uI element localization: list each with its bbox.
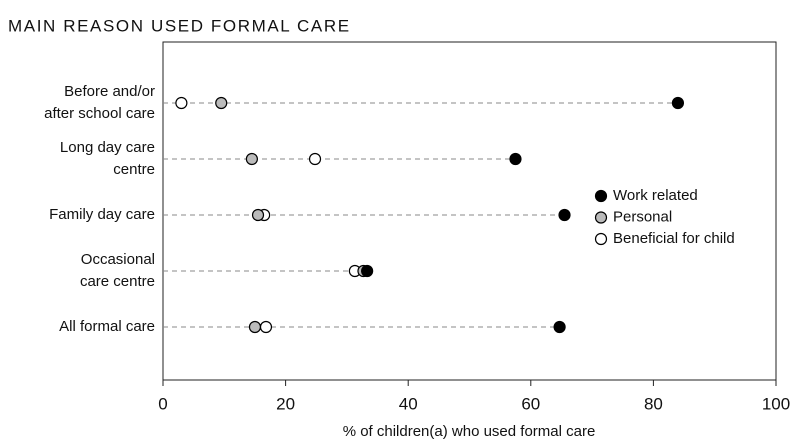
y-tick-label: Family day care xyxy=(49,206,155,223)
plot-frame xyxy=(162,41,777,381)
x-tick-label: 40 xyxy=(399,394,418,413)
dot xyxy=(175,96,188,110)
dot xyxy=(245,152,258,166)
legend-label: Work related xyxy=(613,187,698,204)
legend-marker xyxy=(594,189,608,203)
dot xyxy=(671,96,685,110)
dot xyxy=(259,320,273,334)
x-tick-label: 20 xyxy=(276,394,295,413)
dot xyxy=(248,320,262,334)
x-tick-label: 0 xyxy=(158,394,167,413)
y-tick-label: centre xyxy=(113,161,155,178)
dot xyxy=(361,264,374,278)
dot xyxy=(215,96,228,110)
y-tick-label: care centre xyxy=(80,273,155,290)
y-tick-label: Long day care xyxy=(60,139,155,156)
y-tick-label: Occasional xyxy=(81,251,155,268)
dot xyxy=(553,320,566,334)
legend-label: Personal xyxy=(613,208,672,225)
y-tick-label: Before and/or xyxy=(64,83,155,100)
x-tick-label: 60 xyxy=(521,394,540,413)
legend-marker xyxy=(594,232,608,246)
chart-title: MAIN REASON USED FORMAL CARE xyxy=(8,16,351,35)
legend-label: Beneficial for child xyxy=(613,230,735,247)
y-tick-label: after school care xyxy=(44,105,155,122)
dot xyxy=(251,208,265,222)
dot xyxy=(308,152,322,166)
dot xyxy=(558,208,571,222)
y-tick-label: All formal care xyxy=(59,318,155,335)
x-tick-label: 80 xyxy=(644,394,663,413)
x-axis-label: % of children(a) who used formal care xyxy=(343,423,596,440)
legend-marker xyxy=(594,211,608,224)
dot xyxy=(509,152,522,166)
x-tick-label: 100 xyxy=(762,394,790,413)
